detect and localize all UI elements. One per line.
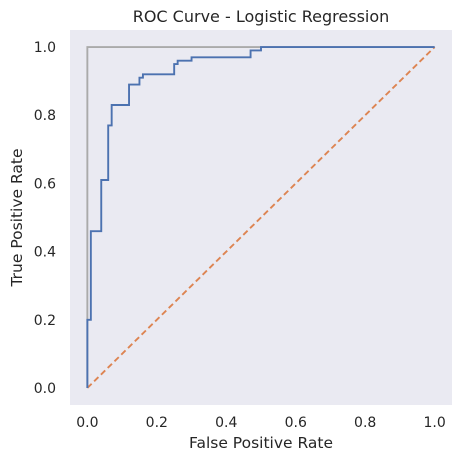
y-tick-label: 0.8 [34,108,56,124]
x-tick-label: 0.6 [285,415,307,431]
x-tick-label: 0.0 [76,415,98,431]
y-axis-label: True Positive Rate [8,148,26,287]
x-tick-labels: 0.0 0.2 0.4 0.6 0.8 1.0 [76,415,446,431]
y-tick-label: 0.4 [34,245,56,261]
series-line-1 [86,46,436,389]
chart-title: ROC Curve - Logistic Regression [133,7,390,26]
y-tick-label: 0.2 [34,313,56,329]
series-line-2 [86,46,435,388]
series-layer [86,46,436,389]
x-tick-label: 0.4 [215,415,237,431]
y-tick-label: 0.0 [34,381,56,397]
y-tick-labels: 0.0 0.2 0.4 0.6 0.8 1.0 [34,40,56,397]
y-tick-label: 1.0 [34,40,56,56]
y-tick-label: 0.6 [34,176,56,192]
x-tick-label: 0.2 [146,415,168,431]
x-tick-label: 1.0 [424,415,446,431]
x-axis-label: False Positive Rate [189,434,333,452]
x-tick-label: 0.8 [354,415,376,431]
